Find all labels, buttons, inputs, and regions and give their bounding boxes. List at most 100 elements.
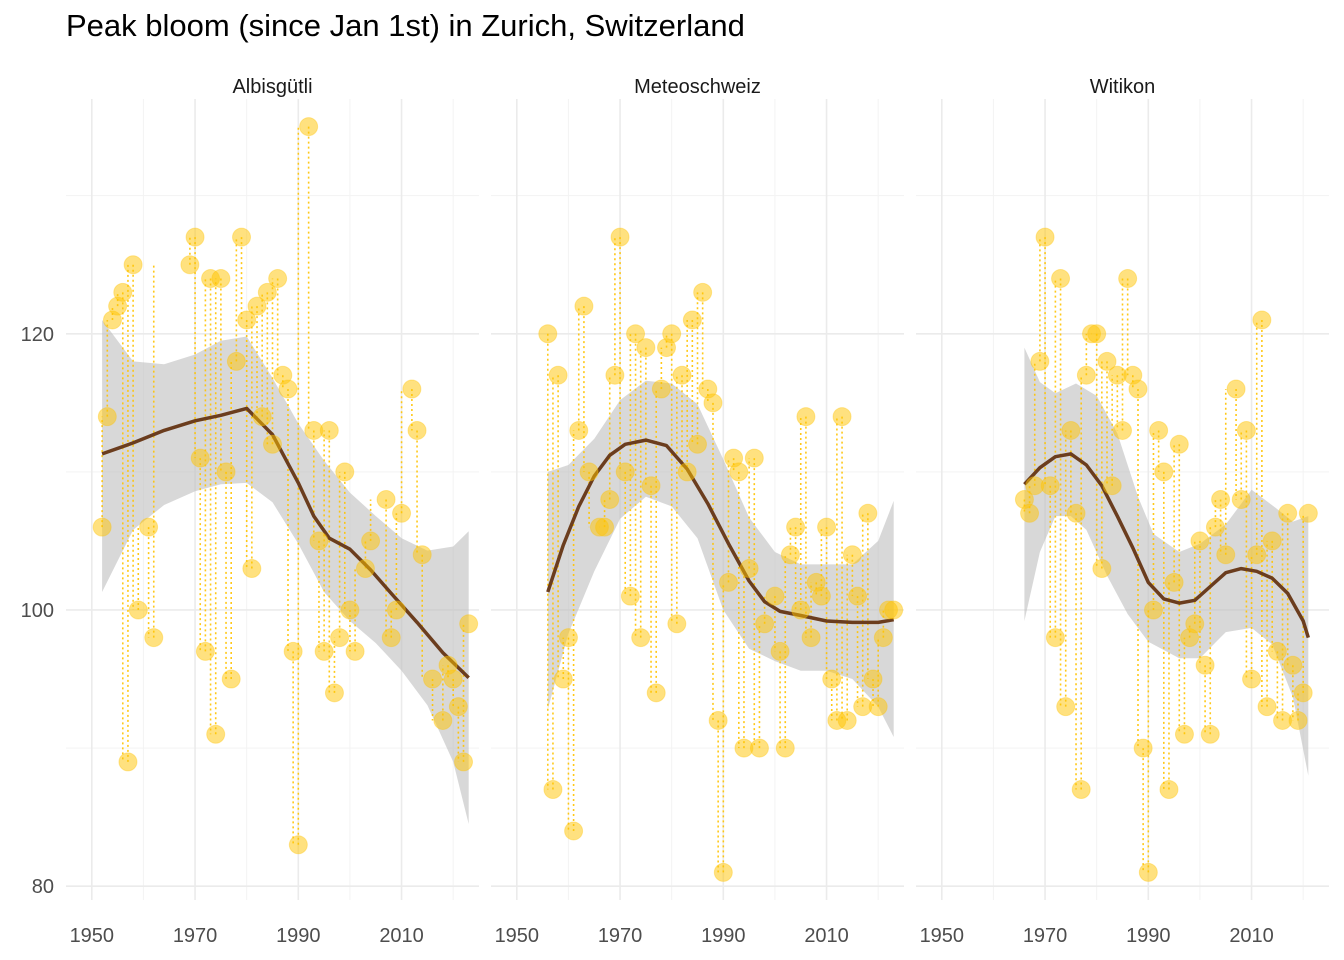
data-point: [755, 614, 775, 634]
data-point: [641, 476, 661, 496]
data-point: [1154, 462, 1174, 482]
data-point: [278, 379, 298, 399]
data-point: [376, 490, 396, 509]
data-point: [1092, 559, 1112, 579]
confidence-ribbon: [102, 320, 469, 824]
facet-label: Witikon: [1090, 76, 1156, 98]
data-point: [558, 628, 578, 648]
data-point: [314, 641, 334, 661]
data-point: [1257, 697, 1277, 717]
data-point: [1097, 351, 1117, 371]
data-point: [1149, 420, 1169, 440]
data-point: [662, 324, 682, 344]
data-point: [1113, 420, 1132, 440]
data-point: [848, 586, 868, 606]
data-point: [340, 600, 360, 620]
data-point: [868, 697, 888, 717]
data-point: [355, 559, 375, 579]
facet-panel-2: Witikon 1950 1970 1990 2010: [916, 76, 1329, 947]
data-point: [206, 724, 226, 744]
data-point: [1211, 490, 1231, 509]
data-point: [407, 420, 427, 440]
data-point: [226, 351, 246, 371]
facet-panel-1: Meteoschweiz 1950 1970 1990 2010: [491, 76, 904, 947]
data-point: [605, 365, 625, 385]
data-point: [1159, 780, 1179, 800]
data-point: [123, 255, 143, 275]
data-point: [1118, 269, 1138, 289]
data-point: [729, 462, 749, 482]
data-point: [1283, 655, 1303, 675]
data-point: [257, 282, 277, 302]
x-tick-label: 2010: [1229, 925, 1274, 947]
data-point: [252, 407, 272, 427]
smooth-trend-line: [1023, 452, 1310, 639]
data-point: [443, 669, 463, 689]
data-point: [651, 379, 671, 399]
data-point: [693, 282, 713, 302]
data-point: [459, 614, 479, 634]
data-point: [1071, 780, 1091, 800]
data-point: [335, 462, 355, 482]
data-point: [739, 559, 759, 579]
data-point: [454, 752, 474, 772]
data-point: [247, 296, 267, 316]
data-point: [232, 227, 252, 247]
data-point: [1288, 710, 1308, 730]
data-point: [128, 600, 148, 620]
data-point: [811, 586, 831, 606]
data-point: [392, 503, 412, 523]
data-point: [190, 448, 210, 468]
data-point: [144, 628, 164, 648]
data-point: [775, 738, 795, 758]
x-tick-label: 1970: [598, 925, 643, 947]
data-point: [1056, 697, 1076, 717]
x-tick-label: 1990: [1126, 925, 1171, 947]
data-point: [1076, 365, 1096, 385]
data-point: [386, 600, 406, 620]
data-point: [381, 628, 401, 648]
data-point: [1040, 476, 1060, 496]
data-point: [744, 448, 764, 468]
data-point: [1242, 669, 1262, 689]
data-point: [263, 434, 282, 454]
data-point: [1226, 379, 1246, 399]
data-point: [672, 365, 692, 385]
data-point: [1231, 490, 1251, 509]
data-point: [1200, 724, 1220, 744]
data-point: [1293, 683, 1313, 703]
data-point: [319, 420, 339, 440]
data-point: [324, 683, 344, 703]
data-point: [677, 462, 697, 482]
data-point: [1190, 531, 1210, 551]
data-point: [842, 545, 862, 565]
data-point: [1087, 324, 1107, 344]
x-tick-label: 1990: [276, 925, 321, 947]
data-point: [749, 738, 769, 758]
data-point: [237, 310, 257, 330]
data-point: [113, 282, 133, 302]
y-tick-label: 120: [21, 324, 54, 346]
facet-label: Meteoschweiz: [634, 76, 761, 98]
data-point: [786, 517, 806, 537]
facet-label: Albisgütli: [232, 76, 312, 98]
data-point: [553, 669, 573, 689]
x-tick-label: 2010: [804, 925, 849, 947]
data-point: [1020, 503, 1040, 523]
data-point: [863, 669, 883, 689]
data-point: [538, 324, 558, 344]
data-point: [299, 117, 319, 137]
confidence-ribbon: [547, 380, 894, 737]
data-point: [242, 559, 262, 579]
data-point: [703, 393, 723, 413]
data-point: [402, 379, 422, 399]
x-tick-label: 1990: [701, 925, 746, 947]
data-point: [817, 517, 837, 537]
data-point: [569, 420, 589, 440]
data-point: [682, 310, 702, 330]
data-point: [423, 669, 443, 689]
data-point: [1035, 227, 1055, 247]
data-point: [631, 628, 651, 648]
data-point: [283, 641, 303, 661]
data-point: [139, 517, 159, 537]
